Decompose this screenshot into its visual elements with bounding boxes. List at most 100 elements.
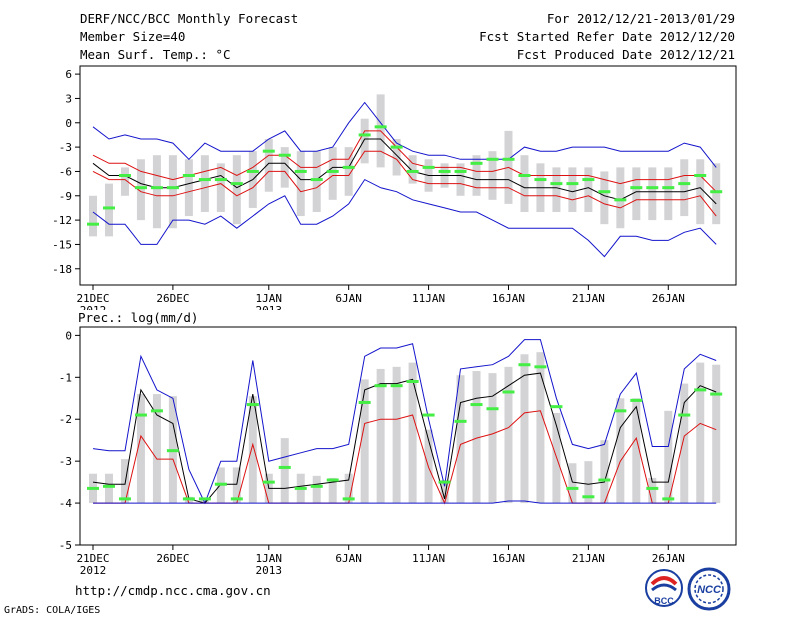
median-mark <box>182 497 195 501</box>
forecast-period: For 2012/12/21-2013/01/29 <box>546 11 735 26</box>
spread-bar <box>280 147 289 188</box>
y-tick-label: 0 <box>65 117 72 130</box>
x-tick-year-label: 2012 <box>80 564 107 577</box>
bcc-logo: BCC <box>645 569 683 607</box>
x-tick-label: 1JAN <box>256 552 283 565</box>
median-mark <box>566 182 579 186</box>
median-mark <box>342 165 355 169</box>
median-mark <box>406 380 419 383</box>
x-tick-label: 16JAN <box>492 552 525 565</box>
x-tick-label: 16JAN <box>492 292 525 305</box>
spread-bar <box>184 159 193 217</box>
median-mark <box>614 409 627 413</box>
median-mark <box>214 178 227 182</box>
source-url[interactable]: http://cmdp.ncc.cma.gov.cn <box>75 583 271 598</box>
median-mark <box>598 478 611 482</box>
median-mark <box>310 484 323 488</box>
median-mark <box>134 186 147 190</box>
x-tick-year-label: 2013 <box>256 564 283 577</box>
median-mark <box>150 186 163 190</box>
series-line-max <box>92 339 717 505</box>
spread-bar <box>408 362 417 504</box>
x-tick-label: 26DEC <box>156 292 189 305</box>
spread-bar <box>664 167 673 221</box>
median-mark <box>358 133 371 137</box>
median-mark <box>406 169 419 173</box>
median-mark <box>150 409 163 413</box>
spread-bar <box>344 473 353 504</box>
median-mark <box>166 186 179 190</box>
median-mark <box>486 407 499 411</box>
y-tick-label: -12 <box>52 214 72 227</box>
x-tick-label: 21DEC <box>76 292 109 305</box>
series-line-p75 <box>92 130 717 193</box>
median-mark <box>422 413 435 417</box>
variable-label: Mean Surf. Temp.: °C <box>80 47 231 62</box>
plot-frame <box>79 65 737 286</box>
spread-bar <box>712 163 721 225</box>
median-mark <box>326 478 339 482</box>
median-mark <box>550 405 563 409</box>
median-mark <box>310 178 323 182</box>
spread-bar <box>312 151 321 212</box>
spread-bar <box>696 362 705 504</box>
median-mark <box>502 390 515 394</box>
member-size-label: Member Size=40 <box>80 29 186 44</box>
x-tick-year-label: 2013 <box>256 304 283 310</box>
median-mark <box>87 222 99 226</box>
spread-bar <box>296 151 305 217</box>
median-mark <box>518 174 531 177</box>
spread-bar <box>232 467 241 504</box>
median-mark <box>614 198 627 202</box>
precip-chart-title: Prec.: log(mm/d) <box>78 310 199 325</box>
median-mark <box>294 486 307 490</box>
spread-bar <box>584 167 593 212</box>
spread-bar <box>696 159 705 225</box>
median-mark <box>566 486 579 490</box>
series-line-max <box>92 101 717 168</box>
median-mark <box>262 149 275 153</box>
median-mark <box>486 157 499 161</box>
spread-bar <box>120 459 129 504</box>
x-tick-label: 26DEC <box>156 552 189 565</box>
median-mark <box>262 480 275 484</box>
median-mark <box>694 174 707 177</box>
spread-bar <box>632 398 641 504</box>
spread-bar <box>504 366 513 504</box>
median-mark <box>342 497 355 501</box>
spread-bar <box>568 167 577 212</box>
median-mark <box>390 384 403 388</box>
median-mark <box>278 465 291 469</box>
x-tick-label: 6JAN <box>335 552 362 565</box>
spread-bar <box>152 394 161 504</box>
median-mark <box>278 153 291 157</box>
spread-bar <box>536 352 545 504</box>
median-mark <box>454 169 467 173</box>
spread-bar <box>472 155 481 196</box>
spread-bar <box>712 364 721 504</box>
median-mark <box>470 161 483 165</box>
median-mark <box>422 165 435 169</box>
series-line-mean <box>92 372 717 504</box>
y-tick-label: 6 <box>65 68 72 81</box>
spread-bar <box>168 155 177 229</box>
x-tick-label: 21DEC <box>76 552 109 565</box>
median-mark <box>694 388 707 392</box>
median-mark <box>518 363 531 367</box>
median-mark <box>102 484 115 488</box>
median-mark <box>438 480 451 484</box>
median-mark <box>246 403 259 407</box>
spread-bar <box>456 375 465 504</box>
spread-bar <box>232 155 241 225</box>
spread-bar <box>264 139 273 192</box>
median-mark <box>646 486 659 490</box>
x-tick-label: 11JAN <box>412 552 445 565</box>
ncc-logo-text: NCC <box>697 584 722 596</box>
spread-bar <box>392 366 401 504</box>
spread-bar <box>328 477 337 504</box>
spread-bar <box>376 368 385 504</box>
spread-bar <box>488 151 497 200</box>
median-mark <box>166 449 179 453</box>
